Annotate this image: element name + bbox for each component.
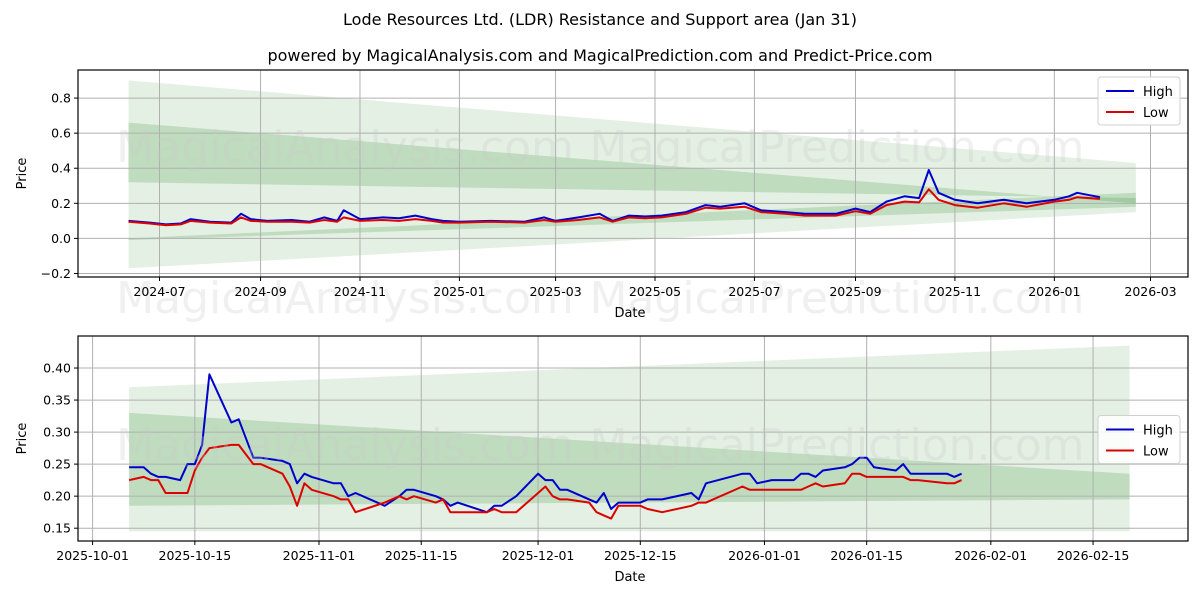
y-tick-label: 0.30: [43, 425, 71, 440]
axes-frame: [77, 69, 1189, 278]
y-tick-label: 0.4: [51, 161, 71, 176]
chart-subtitle: powered by MagicalAnalysis.com and Magic…: [267, 46, 933, 65]
x-tick-label: 2025-07: [728, 284, 780, 299]
y-tick-label: 0.25: [43, 457, 71, 472]
y-axis-label: Price: [15, 423, 30, 455]
legend: High Low: [1097, 76, 1181, 126]
top-chart-panel: MagicalAnalysis.com MagicalPrediction.com…: [15, 69, 1189, 324]
x-tick-label: 2026-02-15: [1057, 548, 1130, 563]
x-tick-label: 2025-10-15: [159, 548, 232, 563]
legend-high-label: High: [1143, 424, 1173, 439]
x-tick-label: 2026-01-01: [728, 548, 801, 563]
x-tick-label: 2026-02-01: [955, 548, 1028, 563]
y-tick-label: 0.8: [51, 91, 71, 106]
legend: High Low: [1097, 415, 1181, 464]
x-tick-label: 2025-03: [529, 284, 581, 299]
x-tick-label: 2025-10-01: [56, 548, 129, 563]
x-axis-label: Date: [614, 306, 645, 321]
x-tick-label: 2025-01: [433, 284, 485, 299]
watermark: MagicalPrediction.com: [590, 273, 1085, 324]
x-tick-label: 2024-07: [133, 284, 185, 299]
band-outer: [129, 345, 1130, 532]
watermark: MagicalAnalysis.com: [116, 420, 574, 471]
band-outer: [128, 80, 1136, 269]
legend-low-label: Low: [1143, 106, 1169, 121]
y-tick-label: 0.40: [43, 361, 71, 376]
y-tick-label: 0.20: [43, 489, 71, 504]
legend-low-label: Low: [1143, 445, 1169, 460]
x-tick-label: 2024-09: [234, 284, 286, 299]
y-tick-label: 0.0: [51, 231, 71, 246]
x-tick-label: 2025-12-01: [502, 548, 575, 563]
x-tick-label: 2026-01: [1028, 284, 1080, 299]
series-low-line: [128, 188, 1101, 227]
watermark: MagicalAnalysis.com: [116, 122, 574, 173]
x-tick-label: 2025-09: [829, 284, 881, 299]
bottom-chart-panel: MagicalAnalysis.com MagicalPrediction.com…: [15, 335, 1189, 585]
x-tick-label: 2026-03: [1124, 284, 1176, 299]
y-tick-label: 0.2: [51, 196, 71, 211]
y-tick-label: 0.35: [43, 393, 71, 408]
series-high-line: [129, 373, 963, 514]
chart-title: Lode Resources Ltd. (LDR) Resistance and…: [343, 10, 857, 29]
x-axis-label: Date: [614, 570, 645, 585]
x-tick-label: 2025-11-15: [385, 548, 458, 563]
band-support: [129, 432, 1130, 506]
x-tick-label: 2025-11: [929, 284, 981, 299]
watermark: MagicalPrediction.com: [590, 122, 1085, 173]
x-tick-label: 2025-05: [629, 284, 681, 299]
watermark: MagicalPrediction.com: [590, 420, 1085, 471]
y-tick-label: 0.6: [51, 126, 71, 141]
x-tick-label: 2026-01-15: [830, 548, 903, 563]
x-tick-label: 2025-11-01: [283, 548, 356, 563]
x-tick-label: 2024-11: [334, 284, 386, 299]
y-tick-label: 0.15: [43, 521, 71, 536]
y-axis-label: Price: [15, 158, 30, 190]
x-tick-label: 2025-12-15: [604, 548, 677, 563]
legend-high-label: High: [1143, 85, 1173, 100]
band-resistance: [128, 122, 1136, 204]
series-low-line: [128, 443, 963, 520]
watermark: MagicalAnalysis.com: [116, 273, 574, 324]
y-tick-label: −0.2: [41, 266, 71, 281]
axes-frame: [77, 335, 1189, 542]
